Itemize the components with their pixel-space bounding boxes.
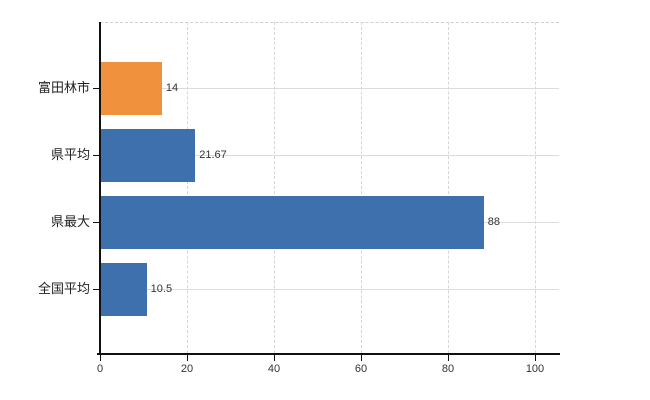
value-label: 14 — [165, 82, 179, 94]
x-axis-tick — [535, 355, 536, 361]
bar-1 — [101, 61, 162, 115]
x-axis-line — [97, 353, 560, 355]
x-axis-tick — [361, 355, 362, 361]
vertical-gridline — [535, 22, 536, 353]
horizontal-gridline — [100, 155, 559, 156]
category-tick — [93, 289, 100, 290]
category-label: 富田林市 — [37, 80, 90, 95]
horizontal-gridline — [100, 289, 559, 290]
vertical-gridline — [448, 22, 449, 353]
value-label: 21.67 — [199, 149, 227, 161]
bar-3 — [101, 195, 484, 249]
x-axis-tick-label: 0 — [96, 363, 104, 375]
category-tick — [93, 222, 100, 223]
x-axis-tick-label: 20 — [180, 363, 194, 375]
x-axis-tick — [100, 355, 101, 361]
x-axis-tick — [448, 355, 449, 361]
bar-2 — [101, 128, 196, 182]
value-label: 88 — [487, 216, 501, 228]
x-axis-tick-label: 60 — [354, 363, 368, 375]
x-axis-tick-label: 80 — [441, 363, 455, 375]
plot-top-border — [100, 22, 559, 23]
horizontal-gridline — [100, 88, 559, 89]
x-axis-tick — [187, 355, 188, 361]
category-tick — [93, 88, 100, 89]
vertical-gridline — [274, 22, 275, 353]
value-label: 10.5 — [150, 283, 173, 295]
x-axis-tick — [274, 355, 275, 361]
category-label: 県平均 — [50, 147, 90, 162]
category-tick — [93, 155, 100, 156]
category-label: 全国平均 — [37, 281, 90, 296]
x-axis-tick-label: 40 — [267, 363, 281, 375]
vertical-gridline — [361, 22, 362, 353]
vertical-gridline — [187, 22, 188, 353]
x-axis-tick-label: 100 — [525, 363, 545, 375]
category-label: 県最大 — [50, 214, 90, 229]
bar-4 — [101, 262, 147, 316]
y-axis-line — [99, 22, 101, 355]
